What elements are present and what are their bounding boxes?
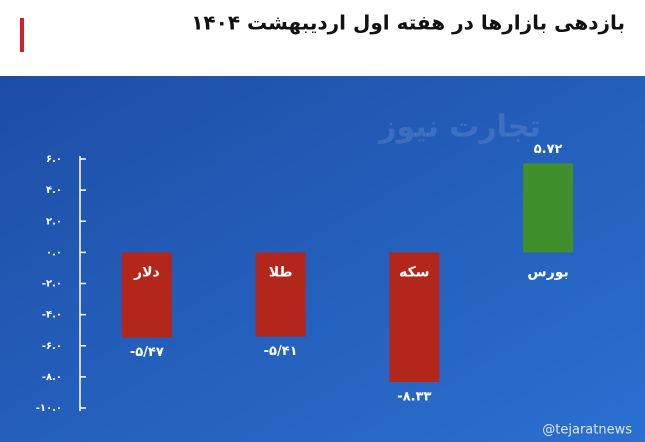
bar xyxy=(121,252,172,338)
y-tick-label: ۰.۰ xyxy=(46,247,62,258)
category-label: طلا xyxy=(269,264,293,280)
value-label: -۸.۳۳ xyxy=(397,390,431,405)
y-tick-label: -۴.۰ xyxy=(42,310,62,321)
category-label: دلار xyxy=(133,264,160,280)
accent-bar xyxy=(20,18,24,52)
y-tick-label: -۶.۰ xyxy=(42,341,62,352)
category-label: بورس xyxy=(527,264,568,280)
value-label: -۵/۴۱ xyxy=(264,344,298,359)
bar xyxy=(523,163,574,253)
plot-background xyxy=(0,76,645,442)
chart-title: بازدهی بازارها در هفته اول اردیبهشت ۱۴۰۴ xyxy=(191,11,625,35)
y-tick-label: ۲.۰ xyxy=(46,216,62,227)
category-label: سکه xyxy=(399,264,429,280)
watermark: تجارت نیوز xyxy=(377,110,541,145)
y-tick-label: -۸.۰ xyxy=(42,372,62,383)
bar xyxy=(255,252,306,337)
credit: @tejaratnews xyxy=(542,423,632,438)
header xyxy=(0,0,645,76)
value-label: -۵/۴۷ xyxy=(130,345,164,360)
y-tick-label: -۱۰.۰ xyxy=(36,403,62,414)
y-tick-label: ۴.۰ xyxy=(46,185,62,196)
bar xyxy=(389,252,440,383)
y-tick-label: ۶.۰ xyxy=(46,154,62,165)
value-label: ۵.۷۲ xyxy=(534,142,563,157)
y-tick-label: -۲.۰ xyxy=(42,279,62,290)
